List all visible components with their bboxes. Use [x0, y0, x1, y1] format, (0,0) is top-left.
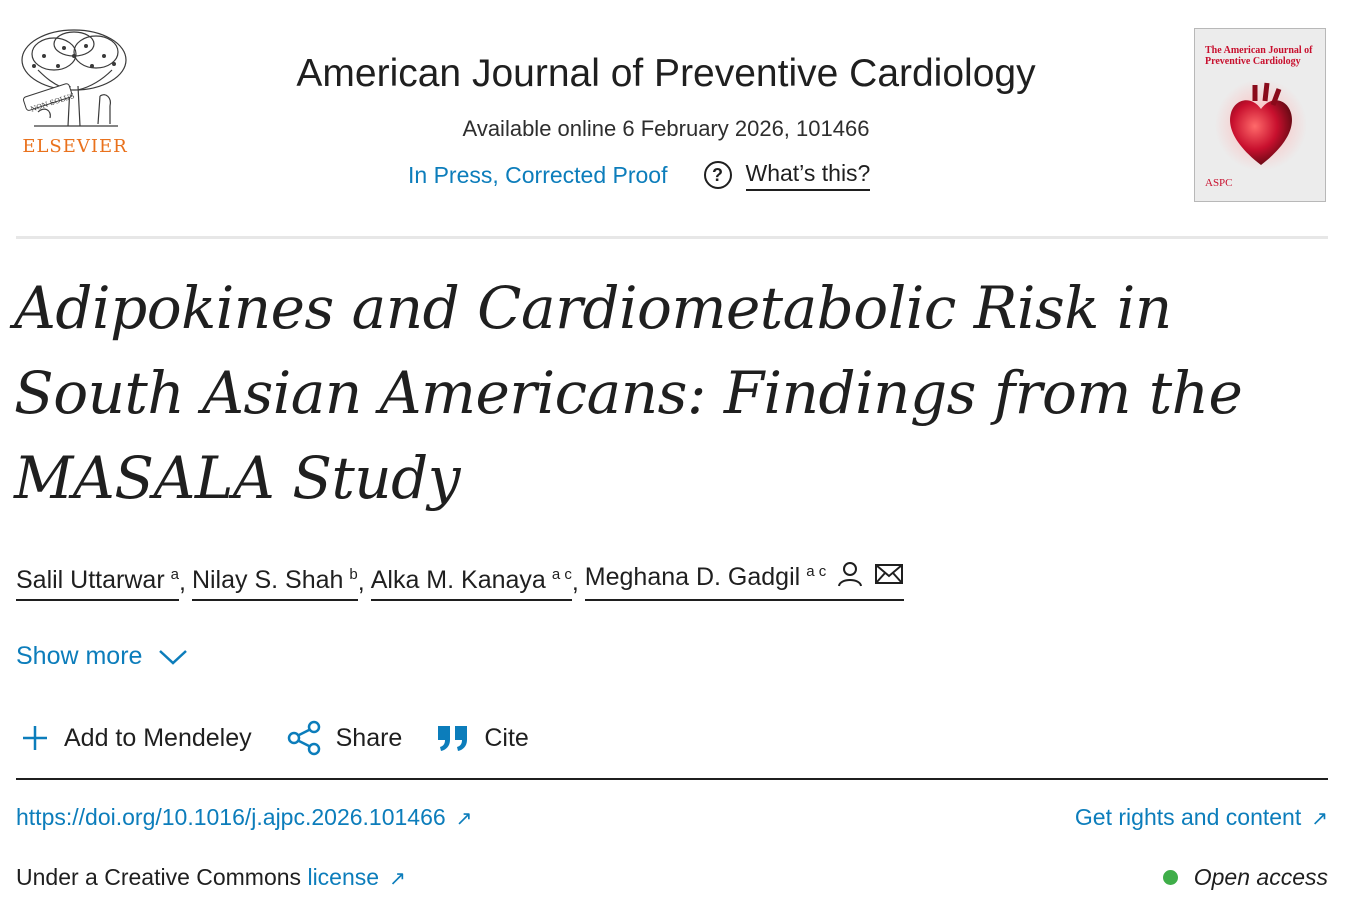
envelope-icon: [874, 562, 904, 593]
person-icon: [836, 560, 864, 595]
doi-link[interactable]: https://doi.org/10.1016/j.ajpc.2026.1014…: [16, 804, 472, 831]
publisher-name: ELSEVIER: [22, 136, 128, 157]
add-to-mendeley-button[interactable]: Add to Mendeley: [20, 723, 252, 753]
author-name: Meghana D. Gadgil: [584, 563, 801, 591]
cite-button[interactable]: Cite: [436, 723, 529, 753]
rights-and-content-link[interactable]: Get rights and content ↗: [1075, 804, 1328, 831]
tree-icon: NON SOLUS: [21, 29, 127, 127]
chevron-down-icon: [159, 649, 188, 665]
author-affiliation: a: [170, 566, 179, 583]
question-circle-icon[interactable]: ?: [703, 161, 732, 189]
author-name: Alka M. Kanaya: [370, 566, 546, 594]
show-more-label: Show more: [16, 642, 143, 670]
elsevier-tree-logo[interactable]: NON SOLUS: [14, 26, 136, 166]
in-press-link[interactable]: In Press, Corrected Proof: [408, 161, 668, 188]
license-prefix: Under a Creative Commons: [16, 864, 302, 890]
doi-text: https://doi.org/10.1016/j.ajpc.2026.1014…: [16, 804, 446, 830]
author-link[interactable]: Meghana D. Gadgil a c: [584, 560, 905, 601]
actions-divider: [16, 778, 1328, 780]
open-access-badge: Open access: [1162, 864, 1328, 891]
author-separator: ,: [179, 568, 186, 596]
open-access-label: Open access: [1193, 864, 1328, 890]
author-separator: ,: [357, 568, 365, 596]
author-affiliation: a c: [551, 566, 572, 583]
cover-society: ASPC: [1205, 177, 1233, 189]
author-name: Nilay S. Shah: [191, 566, 344, 594]
cite-label: Cite: [484, 723, 529, 752]
heart-icon: [1215, 79, 1307, 171]
share-label: Share: [335, 723, 403, 752]
article-title: Adipokines and Cardiometabolic Risk in S…: [14, 274, 1243, 512]
share-icon: [286, 720, 322, 756]
author-separator: ,: [571, 568, 579, 596]
whats-this-link[interactable]: What’s this?: [745, 160, 871, 191]
quote-icon: [436, 724, 470, 752]
license-row: Under a Creative Commons license ↗: [16, 864, 406, 891]
article-actions: Add to Mendeley Share Cite: [20, 720, 563, 756]
author-affiliation: a c: [806, 563, 827, 580]
cover-title: The American Journal of Preventive Cardi…: [1205, 45, 1313, 67]
show-more-button[interactable]: Show more: [16, 642, 188, 671]
author-link[interactable]: Nilay S. Shah b: [191, 566, 358, 601]
author-list: Salil Uttarwar a , Nilay S. Shah b , Alk…: [16, 560, 905, 601]
license-link[interactable]: license ↗: [307, 864, 405, 890]
header-divider: [16, 236, 1328, 239]
external-link-icon: ↗: [455, 808, 473, 830]
author-link[interactable]: Salil Uttarwar a: [16, 566, 179, 601]
status-dot-icon: [1162, 870, 1178, 885]
available-online-date: Available online 6 February 2026, 101466: [462, 116, 870, 141]
journal-title-link[interactable]: American Journal of Preventive Cardiolog…: [296, 52, 1036, 95]
share-button[interactable]: Share: [286, 720, 403, 756]
author-affiliation: b: [349, 566, 358, 583]
author-name: Salil Uttarwar: [16, 566, 165, 594]
external-link-icon: ↗: [389, 868, 406, 890]
rights-text: Get rights and content: [1074, 804, 1302, 830]
article-status-row: In Press, Corrected Proof ? What’s this?: [408, 158, 871, 192]
license-link-text: license: [307, 864, 380, 890]
external-link-icon: ↗: [1311, 808, 1328, 830]
plus-icon: [20, 723, 50, 753]
author-link[interactable]: Alka M. Kanaya a c: [370, 566, 572, 601]
add-to-mendeley-label: Add to Mendeley: [64, 723, 252, 752]
journal-cover-image[interactable]: The American Journal of Preventive Cardi…: [1194, 28, 1326, 202]
